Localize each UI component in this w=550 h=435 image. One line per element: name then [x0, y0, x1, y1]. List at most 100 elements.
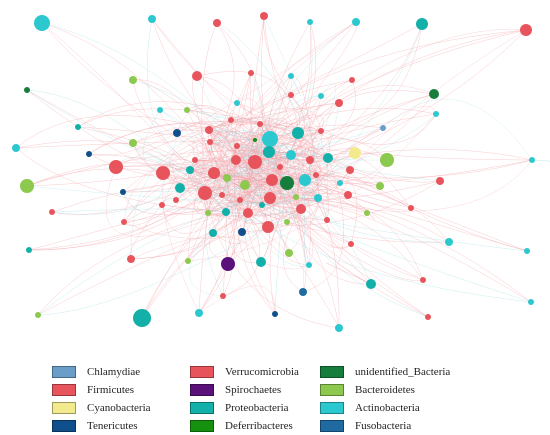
legend-label: Proteobacteria	[225, 402, 289, 414]
legend-label: Verrucomicrobia	[225, 366, 299, 378]
network-edge	[204, 192, 340, 329]
network-node	[318, 128, 324, 134]
network-edge	[198, 285, 276, 315]
legend-item-actinobacteria: Actinobacteria	[320, 401, 420, 415]
network-node	[129, 139, 137, 147]
network-node	[259, 202, 265, 208]
network-node	[192, 71, 202, 81]
network-node	[306, 262, 312, 268]
network-edge	[51, 169, 191, 215]
network-node	[228, 117, 234, 123]
network-node	[185, 258, 191, 264]
legend-label: Chlamydiae	[87, 366, 141, 378]
network-edge	[189, 199, 241, 297]
network-node	[296, 204, 306, 214]
network-edge	[198, 212, 209, 314]
network-node	[313, 172, 319, 178]
network-edge	[207, 182, 341, 217]
legend-swatch	[320, 384, 344, 396]
network-edge	[207, 152, 329, 214]
network-node	[299, 288, 307, 296]
network-edge	[161, 204, 227, 234]
legend-label: Actinobacteria	[355, 402, 420, 414]
network-node	[248, 70, 254, 76]
legend-swatch	[190, 402, 214, 414]
network-node	[34, 15, 50, 31]
network-node	[346, 166, 354, 174]
legend-label: Tenericutes	[87, 420, 138, 432]
network-node	[335, 99, 343, 107]
network-edge	[315, 105, 437, 176]
network-edge	[261, 174, 322, 206]
network-node	[75, 124, 81, 130]
network-node	[324, 217, 330, 223]
network-edge	[320, 130, 341, 184]
network-node	[173, 197, 179, 203]
network-node	[207, 139, 213, 145]
network-edge	[283, 208, 304, 293]
legend-item-chlamydiae: Chlamydiae	[52, 365, 140, 379]
legend-item-fusobacteria: Fusobacteria	[320, 419, 411, 433]
network-edge	[196, 71, 299, 134]
network-node	[223, 174, 231, 182]
legend-swatch	[320, 420, 344, 432]
network-node	[307, 19, 313, 25]
network-edge	[122, 132, 178, 212]
network-edge	[130, 236, 262, 263]
network-node	[335, 324, 343, 332]
network-edge	[226, 150, 281, 179]
network-edge	[187, 145, 238, 262]
network-node	[416, 18, 428, 30]
network-node	[220, 293, 226, 299]
network-node	[156, 166, 170, 180]
network-node	[285, 249, 293, 257]
network-edge	[122, 130, 256, 193]
network-node	[234, 100, 240, 106]
network-edge	[15, 115, 210, 149]
network-node	[349, 147, 361, 159]
network-edge	[208, 117, 329, 159]
network-node	[148, 15, 156, 23]
legend-item-tenericutes: Tenericutes	[52, 419, 138, 433]
network-node	[420, 277, 426, 283]
network-node	[277, 164, 283, 170]
network-edge	[15, 147, 227, 213]
network-edge	[225, 200, 368, 214]
network-edge	[122, 161, 256, 193]
network-nodes	[12, 12, 535, 332]
legend-label: Deferribacteres	[225, 420, 293, 432]
network-edge	[196, 75, 256, 141]
network-edge	[221, 194, 290, 254]
legend-item-proteobacteria: Proteobacteria	[190, 401, 289, 415]
network-edge	[209, 141, 340, 329]
network-node	[219, 192, 225, 198]
network-edge	[297, 29, 527, 134]
network-node	[323, 153, 333, 163]
network-edge	[205, 184, 246, 297]
network-node	[425, 314, 431, 320]
legend-item-cyanobacteria: Cyanobacteria	[52, 401, 151, 415]
network-node	[238, 228, 246, 236]
network-node	[175, 183, 185, 193]
network-edge	[189, 134, 329, 171]
network-edge	[239, 199, 528, 252]
network-node	[12, 144, 20, 152]
network-edge	[130, 129, 210, 260]
network-edge	[382, 98, 533, 161]
network-node	[408, 205, 414, 211]
network-edge	[271, 179, 429, 318]
network-edge	[132, 123, 261, 144]
network-edge	[279, 166, 450, 243]
network-node	[445, 238, 453, 246]
network-node	[257, 121, 263, 127]
network-edge	[209, 212, 249, 265]
network-edge	[269, 197, 532, 303]
network-node	[256, 257, 266, 267]
legend-item-firmicutes: Firmicutes	[52, 383, 134, 397]
network-node	[234, 143, 240, 149]
network-edge	[236, 132, 281, 168]
network-node	[286, 150, 296, 160]
network-edge	[222, 138, 271, 297]
network-node	[520, 24, 532, 36]
network-edge	[309, 130, 332, 161]
